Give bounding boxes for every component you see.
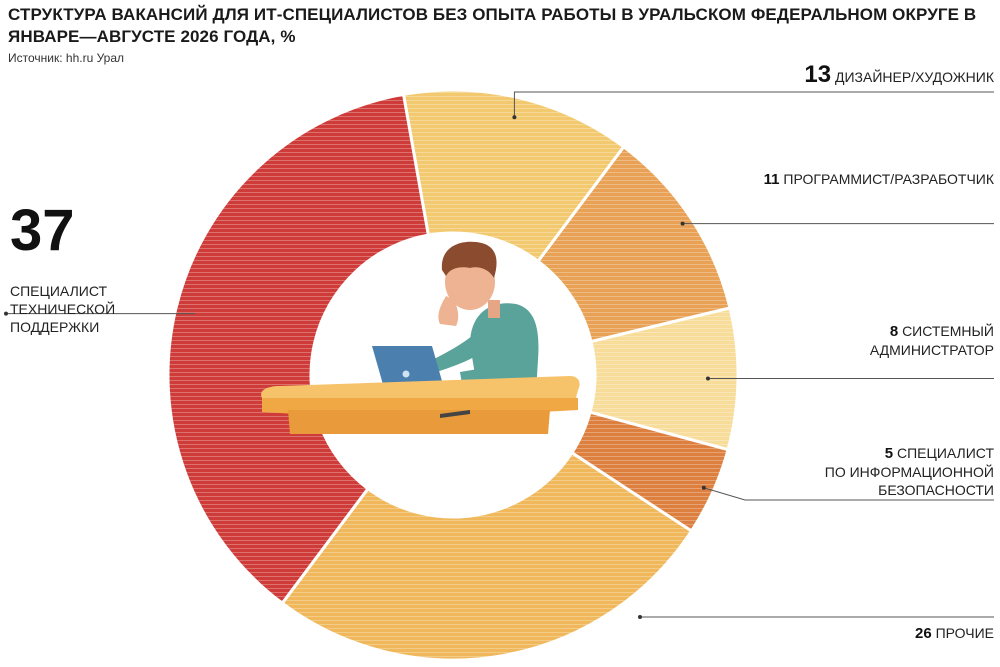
slice-3-texture bbox=[571, 412, 729, 532]
chart-title: СТРУКТУРА ВАКАНСИЙ ДЛЯ ИТ-СПЕЦИАЛИСТОВ Б… bbox=[8, 5, 977, 46]
label-security: 5 СПЕЦИАЛИСТ ПО ИНФОРМАЦИОННОЙ БЕЗОПАСНО… bbox=[825, 444, 994, 499]
label-designer-text: ДИЗАЙНЕР/ХУДОЖНИК bbox=[835, 69, 994, 85]
label-support-value: 37 bbox=[10, 198, 75, 263]
label-programmer: 11 ПРОГРАММИСТ/РАЗРАБОТЧИК bbox=[764, 170, 994, 189]
label-support: СПЕЦИАЛИСТ ТЕХНИЧЕСКОЙ ПОДДЕРЖКИ bbox=[10, 282, 115, 336]
person-at-laptop-illustration bbox=[261, 241, 580, 434]
leader-programmer-dot bbox=[680, 221, 685, 226]
label-programmer-value: 11 bbox=[763, 171, 780, 188]
leader-designer bbox=[513, 91, 994, 118]
label-support-text-2: ТЕХНИЧЕСКОЙ bbox=[10, 301, 116, 317]
label-security-text-3: БЕЗОПАСНОСТИ bbox=[878, 482, 994, 498]
slice-1-texture bbox=[538, 146, 731, 342]
label-other: 26 ПРОЧИЕ bbox=[915, 624, 994, 643]
slice-2-texture bbox=[590, 307, 739, 450]
label-support-text-3: ПОДДЕРЖКИ bbox=[10, 319, 100, 335]
label-other-value: 26 bbox=[915, 625, 932, 642]
chart-source: Источник: hh.ru Урал bbox=[8, 51, 125, 65]
leader-sysadmin-dot bbox=[705, 376, 710, 381]
label-security-text-2: ПО ИНФОРМАЦИОННОЙ bbox=[824, 464, 994, 480]
leader-security bbox=[703, 487, 994, 501]
label-security-value: 5 bbox=[884, 445, 894, 462]
leader-designer-dot bbox=[512, 115, 517, 120]
label-programmer-text: ПРОГРАММИСТ/РАЗРАБОТЧИК bbox=[783, 171, 994, 187]
label-designer-value: 13 bbox=[804, 61, 832, 88]
label-sysadmin-text-1: СИСТЕМНЫЙ bbox=[902, 323, 994, 339]
label-security-text-1: СПЕЦИАЛИСТ bbox=[896, 445, 994, 461]
leader-security-dot bbox=[701, 485, 706, 490]
label-support-text-1: СПЕЦИАЛИСТ bbox=[10, 283, 108, 299]
slice-4-texture bbox=[282, 452, 692, 661]
donut-hole bbox=[312, 234, 594, 516]
label-other-text: ПРОЧИЕ bbox=[935, 625, 994, 641]
label-designer: 13 ДИЗАЙНЕР/ХУДОЖНИК bbox=[804, 63, 994, 87]
leader-other-dot bbox=[638, 615, 642, 619]
leader-lines bbox=[4, 91, 994, 619]
leader-support-dot bbox=[4, 311, 8, 316]
donut-slices bbox=[166, 88, 740, 662]
slice-5-texture bbox=[167, 94, 429, 604]
label-sysadmin-value: 8 bbox=[889, 323, 899, 340]
label-sysadmin-text-2: АДМИНИСТРАТОР bbox=[869, 342, 994, 358]
label-sysadmin: 8 СИСТЕМНЫЙ АДМИНИСТРАТОР bbox=[870, 322, 994, 359]
